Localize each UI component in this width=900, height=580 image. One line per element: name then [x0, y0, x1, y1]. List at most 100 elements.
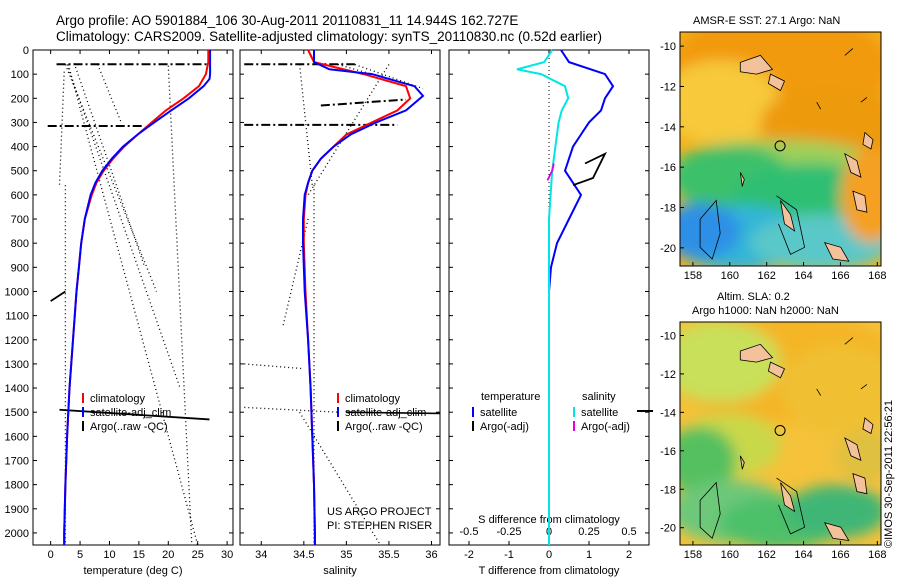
g-map1-color-patch — [680, 202, 741, 259]
g-map2-island — [852, 472, 868, 495]
temp-legend-climatology-label: climatology — [90, 393, 146, 405]
temp-ytick-label: 500 — [11, 166, 29, 178]
g-map1-island — [823, 241, 850, 262]
g-map2-island — [844, 437, 862, 462]
diff-legend-temp-argo-label: Argo(-adj) — [480, 421, 529, 433]
pi-credit: PI: STEPHEN RISER — [327, 520, 433, 532]
difference-panel: -2 -1 0 1 2-0.5 -0.25 0 0.25 0.5S difference fro… — [448, 49, 653, 577]
sal-frame — [239, 49, 441, 546]
g-map2-xtick-label: 168 — [868, 549, 886, 561]
g-map2-island — [739, 455, 745, 470]
diff-secondary-tick-label: -0.5 — [460, 526, 479, 538]
diff-legend-sal-argo-label: Argo(-adj) — [581, 421, 630, 433]
temp-ytick-label: 800 — [11, 238, 29, 250]
temp-xtick-label: 15 — [133, 549, 145, 561]
temp-xtick-label: 10 — [103, 549, 115, 561]
temp-ytick-label: 2000 — [5, 528, 29, 540]
temp-legend-satellite-label: satellite-adj_clim — [90, 407, 171, 419]
g-map2-ytick-label: -16 — [660, 446, 676, 458]
g-map2-xtick-label: 160 — [721, 549, 739, 561]
g-map1-island — [739, 172, 745, 187]
temp-ytick-label: 1800 — [5, 480, 29, 492]
diff-legend-temp-satellite-label: satellite — [480, 407, 517, 419]
temp-ytick-label: 100 — [11, 69, 29, 81]
project-credit: US ARGO PROJECT — [327, 506, 432, 518]
g-map1-xtick-label: 166 — [831, 270, 849, 282]
g-map1-ytick-label: -18 — [660, 203, 676, 215]
g-map2-ytick-label: -20 — [660, 523, 676, 535]
temp-ytick-label: 1500 — [5, 407, 29, 419]
figure-title-line1: Argo profile: AO 5901884_106 30-Aug-2011… — [56, 13, 519, 28]
sal-legend-argo-label: Argo(..raw -QC) — [345, 421, 423, 433]
temp-ytick-label: 1300 — [5, 359, 29, 371]
temp-legend-argo-label: Argo(..raw -QC) — [90, 421, 168, 433]
figure-title-line2: Climatology: CARS2009. Satellite-adjuste… — [56, 29, 603, 44]
g-map2-contour — [844, 337, 854, 345]
g-map1-island — [844, 152, 862, 178]
diff-xtick-label: 0 — [546, 549, 552, 561]
diff-legend-sal-satellite-label: satellite — [581, 407, 618, 419]
g-map2-xtick-label: 158 — [684, 549, 702, 561]
g-map2-color-patch — [680, 322, 781, 403]
temperature-panel: 0100200300400500600700800900100011001200… — [5, 45, 234, 577]
g-map2-blobs — [680, 322, 881, 545]
g-map1-ytick-label: -14 — [660, 122, 676, 134]
temp-xlabel: temperature (deg C) — [83, 565, 182, 577]
sal-legend-satellite-label: satellite-adj_clim — [345, 407, 426, 419]
sal-series-satellite — [302, 50, 425, 545]
g-map2-field — [680, 322, 881, 545]
g-map2-frame — [679, 321, 882, 546]
temp-dotted-guide — [97, 64, 122, 123]
temp-ytick-label: 1600 — [5, 431, 29, 443]
diff-xlabel: T difference from climatology — [479, 565, 620, 577]
sal-xtick-label: 35 — [340, 549, 352, 561]
g-map1-xtick-label: 158 — [684, 270, 702, 282]
diff-legend-temperature-title: temperature — [481, 391, 540, 403]
g-map1-field — [680, 32, 881, 266]
diff-xtick-label: 1 — [586, 549, 592, 561]
g-map1-frame — [679, 31, 882, 267]
temp-series-satellite — [63, 50, 212, 545]
imos-credit: ©IMOS 30-Sep-2011 22:56:21 — [883, 400, 895, 548]
temp-ytick-label: 1200 — [5, 335, 29, 347]
temp-ytick-label: 200 — [11, 93, 29, 105]
diff-secondary-tick-label: 0.5 — [621, 526, 636, 538]
sal-xtick-label: 35.5 — [378, 549, 399, 561]
diff-argo-temperature — [572, 151, 607, 187]
temp-xtick-label: 25 — [192, 549, 204, 561]
g-map2-ytick-label: -12 — [660, 369, 676, 381]
g-map1-contour — [860, 97, 868, 103]
sal-dotted-guide — [298, 64, 313, 186]
g-map2-ytick-label: -10 — [660, 330, 676, 342]
g-map2-island — [862, 417, 874, 435]
sal-xtick-label: 34 — [255, 549, 267, 561]
temp-ytick-label: 400 — [11, 142, 29, 154]
diff-secondary-tick-label: -0.25 — [496, 526, 521, 538]
g-map1-color-patch — [750, 214, 881, 266]
salinity-panel: 34 34.5 35 35.5 36 salinity climatology satelli… — [239, 49, 441, 577]
g-map2-xtick-label: 162 — [757, 549, 775, 561]
sla-map: 158 160 162 164 166 168 -10 -12 -14 -16 -18 -20 — [660, 321, 886, 561]
temp-xtick-label: 5 — [77, 549, 83, 561]
g-map2-color-patch — [786, 484, 881, 539]
g-map1-contour — [844, 48, 854, 56]
sal-legend-climatology-label: climatology — [345, 393, 401, 405]
g-map1-island — [739, 54, 774, 75]
sst-map-title: AMSR-E SST: 27.1 Argo: NaN — [693, 15, 841, 27]
g-map1-xtick-label: 160 — [721, 270, 739, 282]
g-map2-island — [823, 522, 850, 542]
g-map1-xtick-label: 164 — [794, 270, 812, 282]
g-map1-ytick-label: -20 — [660, 243, 676, 255]
g-map1-contour — [776, 195, 806, 255]
temp-ytick-label: 600 — [11, 190, 29, 202]
diff-xtick-label: -1 — [504, 549, 514, 561]
temp-xtick-label: 0 — [48, 549, 54, 561]
temp-dotted-guide — [67, 64, 199, 546]
sla-map-subtitle: Argo h1000: NaN h2000: NaN — [692, 305, 839, 317]
g-map1-contour — [816, 102, 822, 110]
temp-frame — [32, 49, 234, 546]
diff-xtick-label: -2 — [464, 549, 474, 561]
temp-dotted-guide — [58, 71, 65, 186]
g-map1-island — [862, 131, 874, 150]
g-map2-island — [767, 361, 786, 379]
